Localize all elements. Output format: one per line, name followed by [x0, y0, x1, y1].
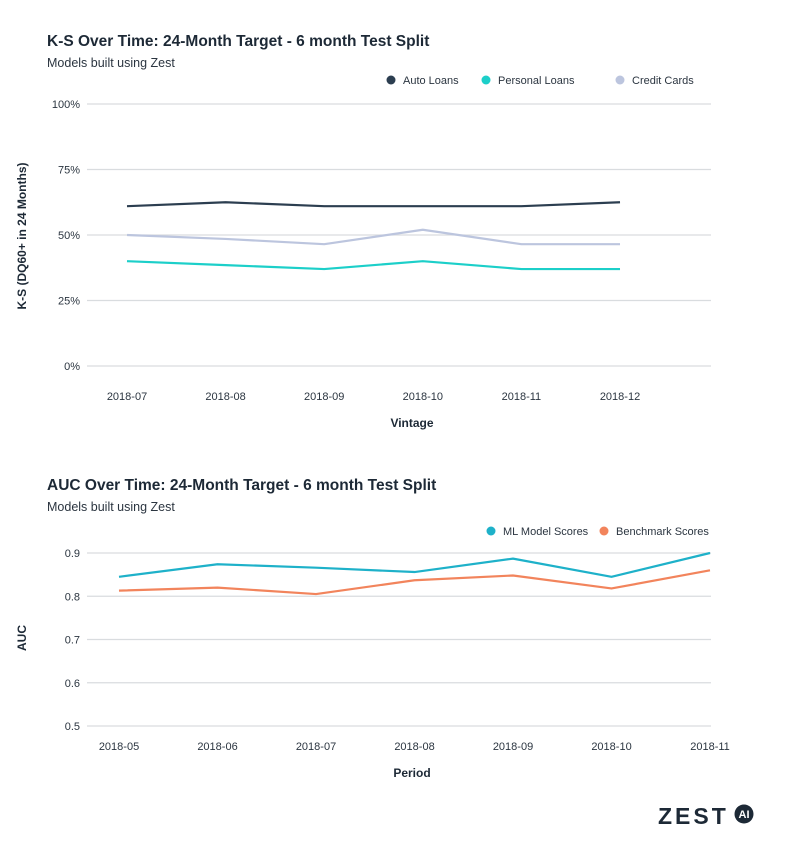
series-line — [118, 551, 711, 578]
x-tick-label: 2018-10 — [591, 741, 631, 753]
y-tick-label: 0.9 — [65, 548, 80, 560]
logo-badge-icon — [734, 804, 754, 824]
y-tick-label: 50% — [58, 230, 80, 242]
x-axis-title: Vintage — [390, 416, 433, 430]
legend-marker — [599, 526, 609, 536]
x-tick-label: 2018-10 — [403, 391, 443, 403]
ks-chart: 0% 25% 50% 75% 100% 2018-07 2018-08 2018-09 2018… — [15, 75, 711, 430]
series-line — [126, 260, 620, 271]
legend-label: ML Model Scores — [503, 526, 589, 538]
x-tick-label: 2018-07 — [107, 391, 147, 403]
legend-marker — [615, 75, 625, 85]
legend-label: Benchmark Scores — [616, 526, 709, 538]
chart2-title: AUC Over Time: 24-Month Target - 6 month… — [47, 477, 437, 494]
x-tick-label: 2018-06 — [197, 741, 237, 753]
y-tick-label: 0.7 — [65, 635, 80, 647]
chart1-subtitle: Models built using Zest — [47, 56, 175, 70]
x-tick-label: 2018-08 — [394, 741, 434, 753]
chart1-title: K-S Over Time: 24-Month Target - 6 month… — [47, 33, 430, 50]
y-axis-title: AUC — [15, 625, 29, 651]
x-tick-label: 2018-11 — [502, 391, 542, 403]
legend-label: Credit Cards — [632, 75, 694, 87]
legend-label: Personal Loans — [498, 75, 575, 87]
x-tick-label: 2018-12 — [600, 391, 640, 403]
x-tick-label: 2018-09 — [493, 741, 533, 753]
y-tick-label: 100% — [52, 99, 80, 111]
series-line — [126, 228, 620, 246]
x-tick-label: 2018-07 — [296, 741, 336, 753]
y-tick-label: 0.5 — [65, 721, 80, 733]
x-tick-label: 2018-05 — [99, 741, 139, 753]
x-tick-label: 2018-08 — [205, 391, 245, 403]
y-tick-label: 0.8 — [65, 591, 80, 603]
y-tick-label: 0.6 — [65, 678, 80, 690]
x-tick-label: 2018-09 — [304, 391, 344, 403]
legend-marker — [481, 75, 491, 85]
logo-wordmark: ZEST — [658, 803, 729, 829]
logo-badge: AI — [739, 809, 750, 821]
x-axis-title: Period — [393, 766, 430, 780]
legend-marker — [486, 526, 496, 536]
legend-marker — [386, 75, 396, 85]
legend-label: Auto Loans — [403, 75, 459, 87]
auc-chart: 0.5 0.6 0.7 0.8 0.9 2018-05 2018-06 2018-07 2018… — [15, 526, 730, 780]
y-tick-label: 0% — [64, 361, 80, 373]
zest-ai-logo: ZEST AI — [658, 796, 758, 836]
y-tick-label: 25% — [58, 296, 80, 308]
x-tick-label: 2018-11 — [690, 741, 730, 753]
chart2-subtitle: Models built using Zest — [47, 500, 175, 514]
series-line — [126, 201, 621, 208]
y-axis-title: K-S (DQ60+ in 24 Months) — [15, 162, 29, 309]
y-tick-label: 75% — [58, 165, 80, 177]
